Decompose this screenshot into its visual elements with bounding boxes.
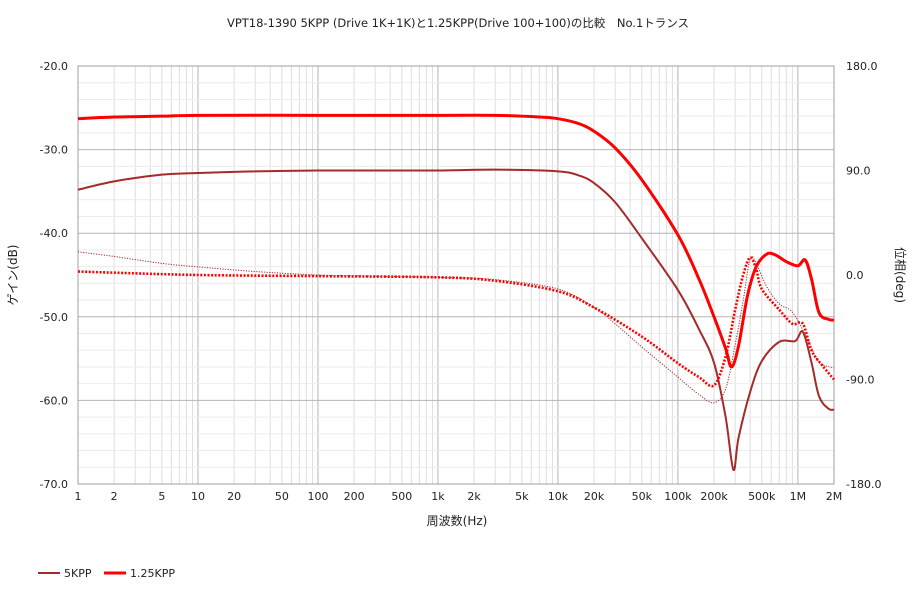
y-tick-label: -60.0 bbox=[40, 394, 68, 407]
y2-tick-label: 0.0 bbox=[846, 269, 864, 282]
x-tick-label: 2k bbox=[467, 490, 481, 503]
x-tick-label: 10 bbox=[191, 490, 205, 503]
x-tick-label: 20k bbox=[584, 490, 605, 503]
plot-area-frame bbox=[77, 65, 835, 485]
y2-tick-label: -90.0 bbox=[846, 374, 874, 387]
legend: 5KPP 1.25KPP bbox=[38, 567, 175, 580]
y2-axis-title: 位相(deg) bbox=[893, 247, 908, 303]
tick-labels: 1 2 5 10 20 50 100 200 500 1k 2k 5k 10k 20k 50k 100k 200… bbox=[40, 60, 882, 503]
x-tick-label: 200k bbox=[700, 490, 728, 503]
x-tick-label: 50k bbox=[632, 490, 653, 503]
series-layer bbox=[77, 113, 835, 471]
series-phase-1-25kpp bbox=[77, 256, 835, 388]
grid bbox=[77, 65, 835, 485]
x-tick-label: 50 bbox=[275, 490, 289, 503]
y-axis-title: ゲイン(dB) bbox=[6, 245, 20, 306]
y-tick-label: -30.0 bbox=[40, 144, 68, 157]
x-tick-label: 100 bbox=[307, 490, 328, 503]
x-tick-label: 1M bbox=[790, 490, 807, 503]
x-tick-label: 1k bbox=[431, 490, 445, 503]
y-tick-label: -40.0 bbox=[40, 227, 68, 240]
chart-title: VPT18-1390 5KPP (Drive 1K+1K)と1.25KPP(Dr… bbox=[227, 16, 689, 30]
x-tick-label: 2 bbox=[111, 490, 118, 503]
x-tick-label: 5 bbox=[158, 490, 165, 503]
legend-label-5kpp: 5KPP bbox=[64, 567, 92, 580]
y2-tick-label: 90.0 bbox=[846, 165, 871, 178]
x-tick-label: 200 bbox=[344, 490, 365, 503]
series-gain-5kpp bbox=[77, 168, 835, 471]
y-tick-label: -70.0 bbox=[40, 478, 68, 491]
x-tick-label: 5k bbox=[515, 490, 529, 503]
y-tick-label: -20.0 bbox=[40, 60, 68, 73]
x-tick-label: 500k bbox=[748, 490, 776, 503]
x-tick-label: 10k bbox=[548, 490, 569, 503]
x-tick-label: 2M bbox=[826, 490, 843, 503]
x-tick-label: 20 bbox=[227, 490, 241, 503]
y2-tick-label: 180.0 bbox=[846, 60, 878, 73]
series-gain-1-25kpp bbox=[77, 113, 835, 369]
x-tick-label: 500 bbox=[391, 490, 412, 503]
y-tick-label: -50.0 bbox=[40, 311, 68, 324]
series-phase-5kpp bbox=[77, 251, 835, 404]
x-tick-label: 100k bbox=[664, 490, 692, 503]
legend-label-1-25kpp: 1.25KPP bbox=[130, 567, 175, 580]
x-tick-label: 1 bbox=[75, 490, 82, 503]
y2-tick-label: -180.0 bbox=[846, 478, 881, 491]
x-axis-title: 周波数(Hz) bbox=[427, 513, 488, 528]
